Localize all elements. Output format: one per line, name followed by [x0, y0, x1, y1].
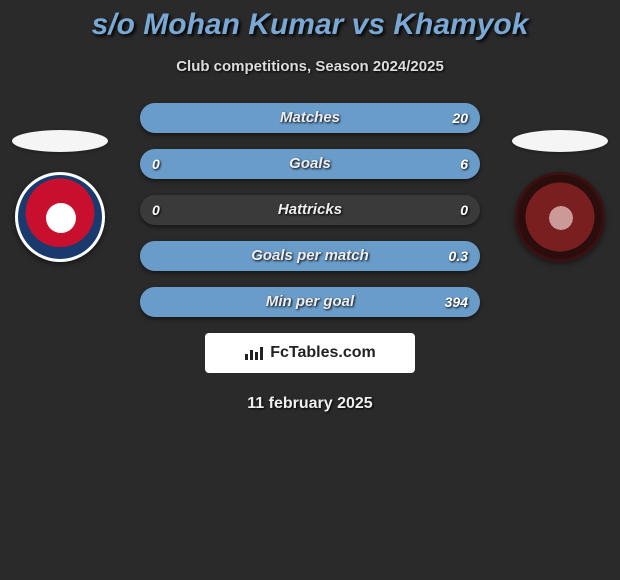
stat-row: Min per goal394: [140, 287, 480, 317]
stat-value-right: 0: [460, 195, 468, 225]
player-right-crest: [515, 172, 605, 262]
stat-row: Goals per match0.3: [140, 241, 480, 271]
player-right-badge: [510, 130, 610, 250]
stat-value-left: 0: [152, 195, 160, 225]
stat-value-right: 0.3: [449, 241, 468, 271]
stat-label: Min per goal: [140, 287, 480, 317]
player-right-flag: [512, 130, 608, 152]
comparison-title: s/o Mohan Kumar vs Khamyok: [0, 0, 620, 42]
bars-icon: [244, 345, 264, 361]
logo-text: FcTables.com: [270, 344, 376, 362]
stat-label: Hattricks: [140, 195, 480, 225]
stat-value-left: 0: [152, 149, 160, 179]
stat-label: Matches: [140, 103, 480, 133]
stat-row: Goals0 6: [140, 149, 480, 179]
stat-label: Goals per match: [140, 241, 480, 271]
stat-value-right: 6: [460, 149, 468, 179]
stat-row: Hattricks0 0: [140, 195, 480, 225]
stat-row: Matches20: [140, 103, 480, 133]
player-left-crest: [15, 172, 105, 262]
fctables-logo[interactable]: FcTables.com: [205, 333, 415, 373]
player-left-flag: [12, 130, 108, 152]
stats-container: Matches20Goals06Hattricks00Goals per mat…: [140, 103, 480, 317]
comparison-subtitle: Club competitions, Season 2024/2025: [0, 58, 620, 75]
comparison-date: 11 february 2025: [0, 395, 620, 413]
stat-value-right: 394: [445, 287, 468, 317]
stat-value-right: 20: [452, 103, 468, 133]
player-left-badge: [10, 130, 110, 250]
stat-label: Goals: [140, 149, 480, 179]
